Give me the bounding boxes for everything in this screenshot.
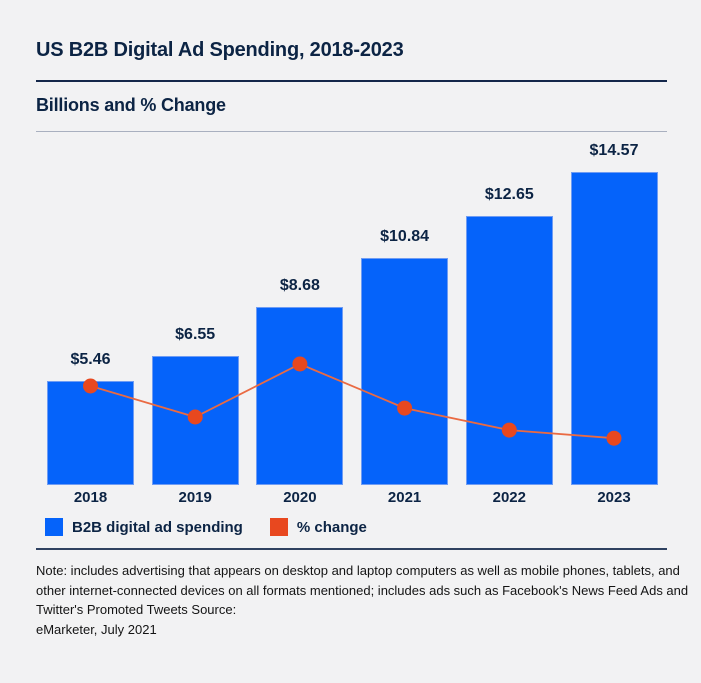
x-label-2021: 2021 (387, 489, 422, 506)
note-line: eMarketer, July 2021 (36, 621, 157, 637)
bar-2019 (151, 356, 239, 485)
chart-subtitle: Billions and % Change (36, 95, 226, 115)
legend-swatch-line-series (269, 518, 288, 536)
x-label-2020: 2020 (283, 489, 317, 506)
legend: B2B digital ad spending % change (45, 517, 367, 537)
bar-2021 (361, 258, 449, 485)
value-label-2023: $14.57 (589, 142, 639, 159)
legend-label-line-series: % change (296, 518, 367, 536)
title-divider (36, 80, 667, 82)
bar-2020 (256, 307, 344, 485)
x-label-2022: 2022 (492, 489, 526, 506)
x-label-2018: 2018 (73, 489, 108, 506)
x-label-2023: 2023 (597, 489, 631, 506)
value-label-2019: $6.55 (175, 326, 216, 343)
bar-2022 (465, 216, 553, 485)
x-label-2019: 2019 (178, 489, 212, 506)
subtitle-divider (36, 131, 667, 132)
value-label-2021: $10.84 (380, 228, 430, 245)
chart-title: US B2B Digital Ad Spending, 2018-2023 (36, 39, 404, 61)
value-label-2020: $8.68 (279, 277, 320, 294)
bar-2018 (47, 381, 134, 485)
legend-label-bar-series: B2B digital ad spending (72, 518, 243, 536)
value-label-2022: $12.65 (484, 186, 534, 203)
bar-2023 (570, 172, 658, 485)
note-divider (36, 548, 667, 550)
legend-swatch-bar-series (45, 518, 63, 536)
note: Note: includes advertising that appears … (36, 561, 701, 639)
note-line: Twitter's Promoted Tweets Source: (36, 602, 237, 617)
note-line: Note: includes advertising that appears … (36, 563, 680, 578)
note-line: other internet-connected devices on all … (36, 582, 689, 598)
value-label-2018: $5.46 (70, 351, 111, 368)
